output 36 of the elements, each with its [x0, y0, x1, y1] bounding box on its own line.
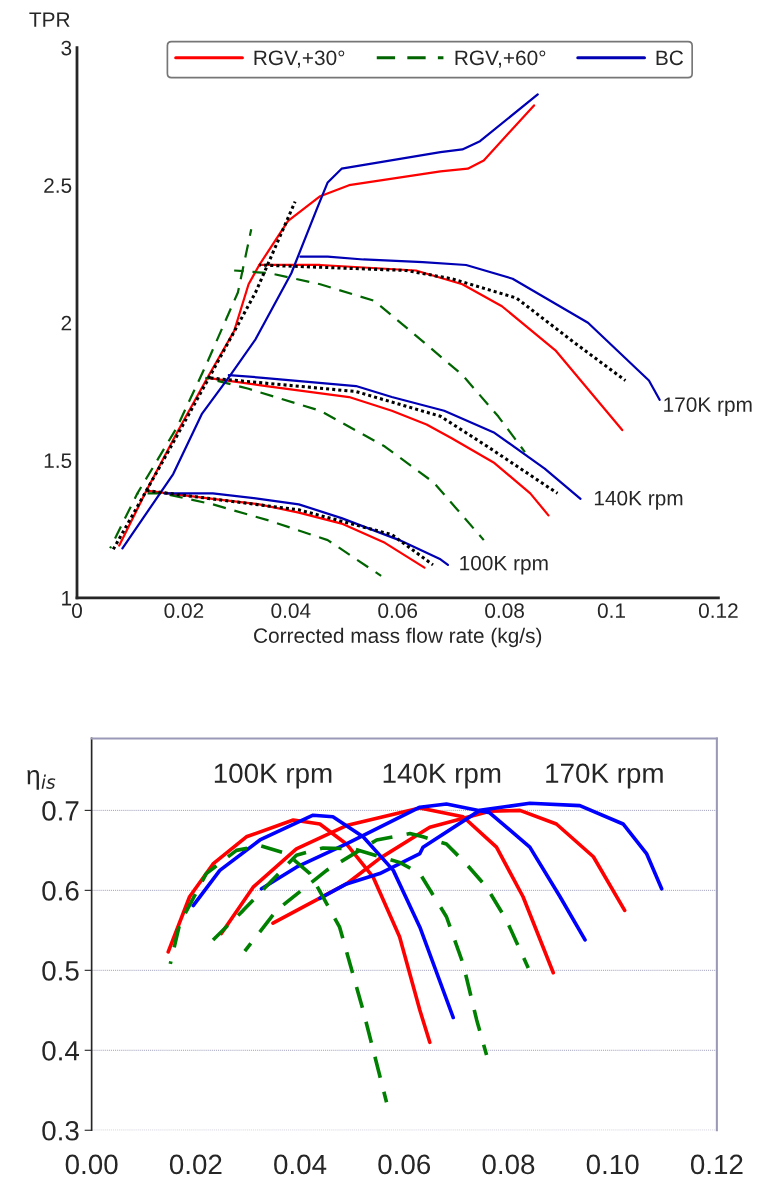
x-tick-label: 0.12 [690, 1154, 743, 1175]
x-tick-label: 0.08 [482, 1154, 535, 1175]
y-tick-label: 0.7 [42, 801, 79, 821]
y-tick-label: 0.5 [42, 960, 79, 981]
x-tick-label: 0.08 [485, 603, 524, 619]
annotation: 140K rpm [383, 763, 501, 789]
y-tick-label: 2 [61, 315, 72, 331]
legend-label: RGV,+30° [254, 50, 345, 68]
y-tick-label: 0.6 [42, 881, 79, 901]
x-tick-label: 0.06 [378, 1154, 431, 1175]
annotation: 100K rpm [460, 555, 548, 575]
x-tick-label: 0.10 [586, 1154, 639, 1175]
y-axis-title: TPR [29, 12, 70, 27]
x-tick-label: 0 [72, 603, 82, 619]
x-tick-label: 0.02 [164, 603, 204, 619]
y-tick-label: 2.5 [44, 178, 72, 193]
legend-label: RGV,+60° [455, 50, 546, 68]
y-tick-label: 0.4 [42, 1040, 80, 1061]
y-tick-label: 1 [62, 591, 72, 606]
x-tick-label: 0.1 [597, 603, 625, 619]
y-tick-label: 3 [61, 40, 72, 56]
y-tick-label: 0.3 [42, 1120, 79, 1141]
legend-label: BC [656, 50, 684, 66]
x-tick-label: 0.04 [274, 1154, 327, 1175]
x-tick-label: 0.04 [271, 603, 311, 619]
x-tick-label: 0.00 [65, 1154, 118, 1175]
annotation: 100K rpm [214, 763, 332, 789]
y-axis-title: η$_{is}$ [27, 770, 56, 790]
x-tick-label: 0.06 [378, 603, 418, 619]
annotation: 140K rpm [594, 490, 683, 510]
x-tick-label: 0.12 [698, 603, 738, 619]
y-tick-label: 1.5 [44, 453, 72, 469]
x-tick-label: 0.02 [169, 1154, 222, 1175]
x-axis-title: Corrected mass flow rate (kg/s) [254, 627, 542, 648]
annotation: 170K rpm [664, 397, 752, 417]
annotation: 170K rpm [546, 763, 663, 789]
